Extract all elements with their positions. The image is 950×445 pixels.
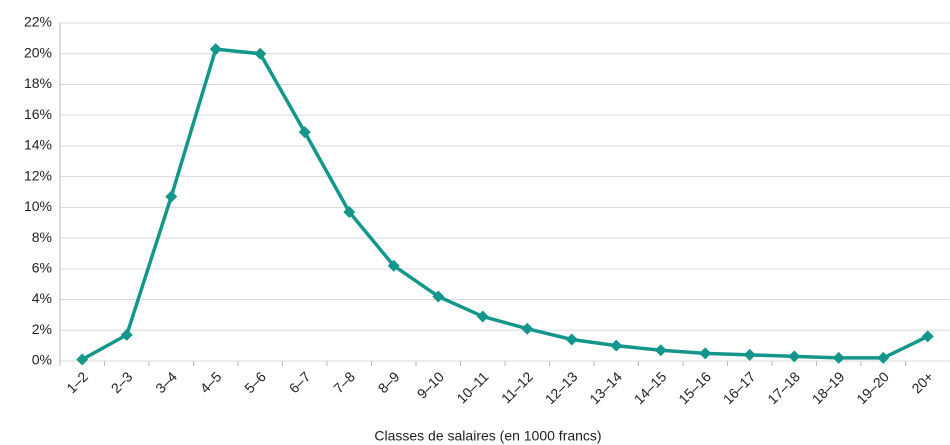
x-tick-label: 14–15 <box>631 368 670 407</box>
point-marker <box>209 43 222 56</box>
x-tick-label: 6–7 <box>286 368 314 396</box>
point-marker <box>788 350 801 363</box>
point-marker <box>610 339 623 352</box>
point-marker <box>832 351 845 364</box>
x-tick-label: 18–19 <box>809 368 848 407</box>
series-line <box>81 47 929 361</box>
x-tick-label: 7–8 <box>330 368 358 396</box>
point-marker <box>298 126 311 139</box>
x-tick-label: 16–17 <box>720 368 759 407</box>
y-tick-label: 22% <box>24 14 52 30</box>
x-tick-label: 3–4 <box>152 368 180 396</box>
point-marker <box>432 290 445 303</box>
point-marker <box>387 259 400 272</box>
point-marker <box>877 351 890 364</box>
point-marker <box>565 333 578 346</box>
point-marker <box>476 310 489 323</box>
x-tick-label: 1–2 <box>63 368 91 396</box>
x-tick-label: 20+ <box>908 368 936 396</box>
x-tick-label: 11–12 <box>498 368 536 406</box>
x-tick-label: 5–6 <box>241 368 269 396</box>
point-marker <box>743 348 756 361</box>
point-marker <box>120 328 133 341</box>
y-tick-label: 4% <box>32 290 52 306</box>
point-marker <box>254 47 267 60</box>
point-marker <box>76 353 89 366</box>
y-tick-label: 10% <box>24 198 52 214</box>
y-tick-label: 2% <box>32 321 52 337</box>
x-axis-title: Classes de salaires (en 1000 francs) <box>374 428 601 444</box>
y-tick-label: 8% <box>32 229 52 245</box>
x-tick-label: 8–9 <box>375 368 403 396</box>
y-tick-label: 0% <box>32 352 52 368</box>
y-tick-label: 12% <box>24 167 52 183</box>
x-tick-label: 2–3 <box>108 368 136 396</box>
point-marker <box>654 344 667 357</box>
x-tick-label: 17–18 <box>764 368 803 407</box>
point-marker <box>921 330 934 343</box>
x-tick-label: 19–20 <box>853 368 892 407</box>
point-marker <box>521 322 534 335</box>
x-tick-label: 12–13 <box>542 368 581 407</box>
y-tick-label: 14% <box>24 137 52 153</box>
y-tick-label: 6% <box>32 260 52 276</box>
x-tick-label: 4–5 <box>197 368 225 396</box>
x-tick-label: 15–16 <box>675 368 714 407</box>
point-marker <box>165 190 178 203</box>
point-marker <box>343 205 356 218</box>
y-tick-label: 18% <box>24 75 52 91</box>
y-tick-label: 20% <box>24 44 52 60</box>
y-tick-label: 16% <box>24 106 52 122</box>
x-tick-label: 9–10 <box>414 368 447 401</box>
point-marker <box>699 347 712 360</box>
x-tick-label: 13–14 <box>586 368 625 407</box>
x-tick-label: 10–11 <box>453 368 491 406</box>
